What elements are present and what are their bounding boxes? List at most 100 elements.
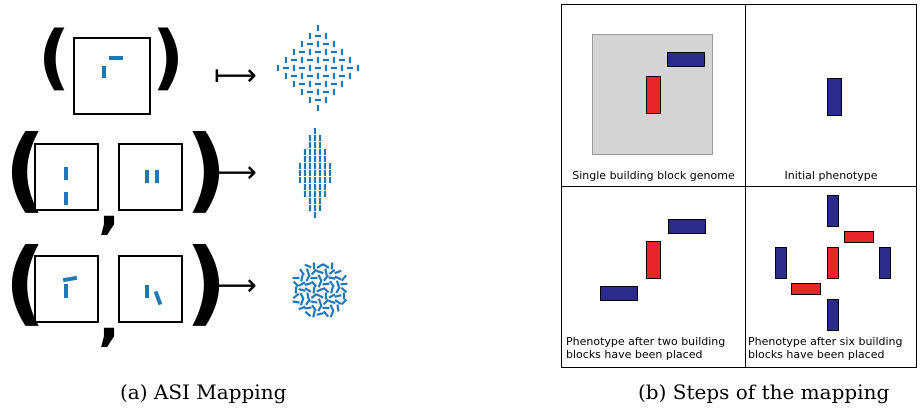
row3-maps-to-arrow: ⟼ [214,268,258,303]
phenotype-3-segment [298,287,306,293]
six-step-red-top [844,231,874,243]
row2-tick-b [64,192,68,205]
phenotype-3-segment [330,286,334,294]
phenotype-3-segment [312,286,316,294]
phenotype-3-segment [330,262,334,270]
phenotype-3-segment [322,263,330,269]
phenotype-3-segment [322,310,330,318]
phenotype-3-segment [334,294,342,298]
row1-close-paren: ) [152,16,184,98]
row3-phenotype [292,262,348,318]
panel-1-label: Single building block genome [572,169,735,182]
phenotype-3-segment [316,269,324,275]
phenotype-3-segment [305,268,311,276]
phenotype-3-segment [310,280,318,288]
grid-horizontal-divider [562,186,916,187]
genome-red-block [646,76,661,114]
six-step-red-center [827,247,839,279]
row3-tick-d [153,290,163,306]
phenotype-3-segment [328,269,336,275]
phenotype-3-segment [317,298,323,306]
phenotype-3-segment [300,274,304,282]
six-step-blue-right [879,247,891,279]
genome-blue-block [667,52,705,67]
phenotype-3-segment [316,287,324,293]
row1-tick-b [109,56,123,60]
two-step-blue-top [668,219,706,234]
phenotype-3-segment [310,268,318,276]
initial-blue-block [827,78,842,116]
phenotype-3-segment [298,281,306,287]
phenotype-3-segment [311,304,317,312]
row2-maps-to-arrow: ⟼ [214,155,258,190]
phenotype-3-segment [304,310,312,318]
phenotype-3-segment [299,292,305,300]
row3-close-paren: ) [185,229,228,336]
row3-comma: , [98,285,121,353]
phenotype-3-segment [329,304,335,312]
phenotype-3-segment [340,282,348,286]
six-step-blue-bottom [827,299,839,331]
phenotype-3-segment [335,280,341,288]
phenotype-3-segment [317,280,323,288]
row1-tick-a [102,66,106,78]
phenotype-3-segment [316,293,324,299]
phenotype-3-segment [340,298,348,306]
phenotype-3-segment [336,304,340,312]
panel-4-label: Phenotype after six building blocks have… [748,335,903,361]
phenotype-3-segment [316,263,324,269]
phenotype-3-segment [317,304,323,312]
figure-b-caption: (b) Steps of the mapping [638,380,890,404]
phenotype-3-segment [329,280,335,288]
phenotype-3-segment [304,287,312,293]
phenotype-3-segment [316,312,324,316]
row2-tick-a [64,167,68,180]
panel-2-label: Initial phenotype [784,169,878,182]
phenotype-3-segment [305,274,311,282]
phenotype-3-segment [305,298,311,306]
row2-comma: , [98,173,121,241]
phenotype-3-segment [328,293,336,299]
phenotype-3-segment [328,299,336,305]
six-step-blue-left [775,247,787,279]
phenotype-3-segment [304,263,312,269]
phenotype-3-segment [304,282,312,286]
phenotype-3-segment [306,292,310,300]
panel-3-label: Phenotype after two building blocks have… [566,335,726,361]
six-step-red-bottom [791,283,821,295]
phenotype-3-segment [310,292,318,300]
row1-open-paren: ( [38,16,70,98]
row3-genome-box-2 [118,255,183,323]
phenotype-3-segment [335,286,341,294]
phenotype-3-segment [292,300,300,304]
row1-maps-to-arrow: ⟼ [214,58,258,93]
figure-a-caption: (a) ASI Mapping [120,380,287,404]
phenotype-3-segment [334,299,342,305]
row2-close-paren: ) [185,116,228,223]
row1-phenotype [276,25,360,111]
row3-tick-b [64,284,68,298]
row2-phenotype [298,128,332,218]
phenotype-3-segment [322,282,330,286]
phenotype-3-segment [322,298,330,306]
phenotype-3-segment [334,275,342,281]
two-step-red [646,241,661,279]
row1-genome-box [73,37,151,115]
phenotype-3-segment [299,268,305,276]
phenotype-3-segment [310,300,318,304]
phenotype-3-segment [292,292,300,300]
two-step-blue-bottom [600,286,638,301]
row2-genome-box-2 [118,143,183,211]
phenotype-3-segment [292,280,300,288]
row3-tick-a [62,275,78,283]
phenotype-3-segment [334,269,342,275]
row2-tick-c [145,170,149,183]
phenotype-3-segment [304,306,312,310]
phenotype-3-segment [329,310,335,318]
phenotype-3-segment [340,274,348,282]
phenotype-3-segment [328,276,336,280]
phenotype-3-segment [299,298,305,306]
phenotype-3-segment [322,286,330,294]
phenotype-3-segment [323,274,329,282]
row3-tick-c [145,285,149,298]
